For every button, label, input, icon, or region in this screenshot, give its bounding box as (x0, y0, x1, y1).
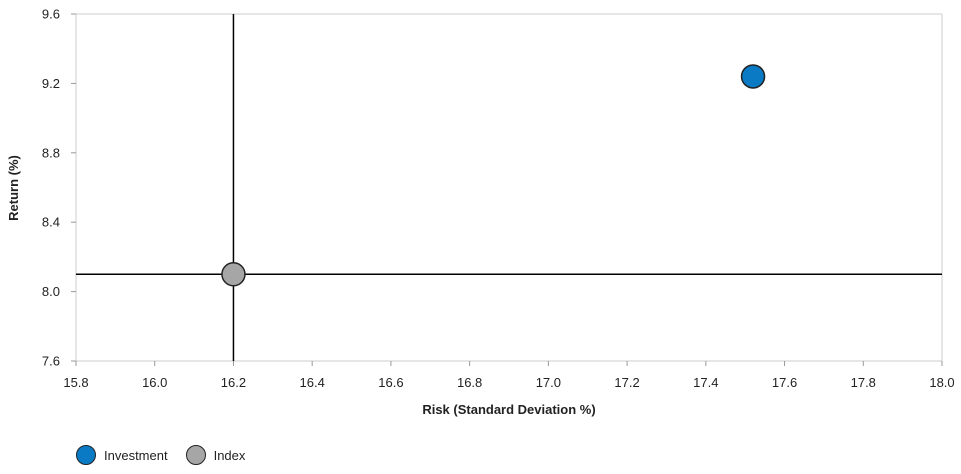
data-points (221, 64, 766, 287)
x-tick-label: 17.2 (614, 375, 639, 390)
legend-label-index: Index (213, 447, 246, 463)
point-investment (740, 64, 766, 89)
legend-item-investment: Investment (76, 445, 168, 465)
x-tick-label: 17.0 (536, 375, 561, 390)
y-tick-label: 9.2 (42, 76, 60, 91)
y-tick-label: 8.8 (42, 145, 60, 160)
x-tick-label: 17.4 (693, 375, 718, 390)
legend-label-investment: Investment (104, 447, 168, 463)
x-tick-label: 16.4 (300, 375, 325, 390)
legend: Investment Index (76, 445, 263, 465)
y-tick-label: 7.6 (42, 354, 60, 369)
plot-area (75, 13, 943, 362)
x-tick-label: 15.8 (63, 375, 88, 390)
y-axis-ticks: 9.6 9.2 8.8 8.4 8.0 7.6 (42, 7, 76, 369)
x-axis-ticks: 15.8 16.0 16.2 16.4 16.6 16.8 17.0 17.2 17.4 17.6… (63, 361, 955, 390)
y-tick-label: 8.4 (42, 215, 60, 230)
x-tick-label: 17.8 (851, 375, 876, 390)
x-tick-label: 16.8 (457, 375, 482, 390)
x-tick-label: 17.6 (772, 375, 797, 390)
x-tick-label: 16.2 (221, 375, 246, 390)
x-tick-label: 16.0 (142, 375, 167, 390)
x-tick-label: 16.6 (378, 375, 403, 390)
y-axis-title: Return (%) (6, 155, 21, 221)
legend-item-index: Index (185, 445, 246, 465)
point-index (221, 262, 246, 287)
x-tick-label: 18.0 (929, 375, 954, 390)
legend-swatch-investment (76, 445, 96, 465)
y-tick-label: 8.0 (42, 284, 60, 299)
y-tick-label: 9.6 (42, 7, 60, 22)
x-axis-title: Risk (Standard Deviation %) (422, 402, 595, 417)
legend-swatch-index (185, 445, 206, 465)
